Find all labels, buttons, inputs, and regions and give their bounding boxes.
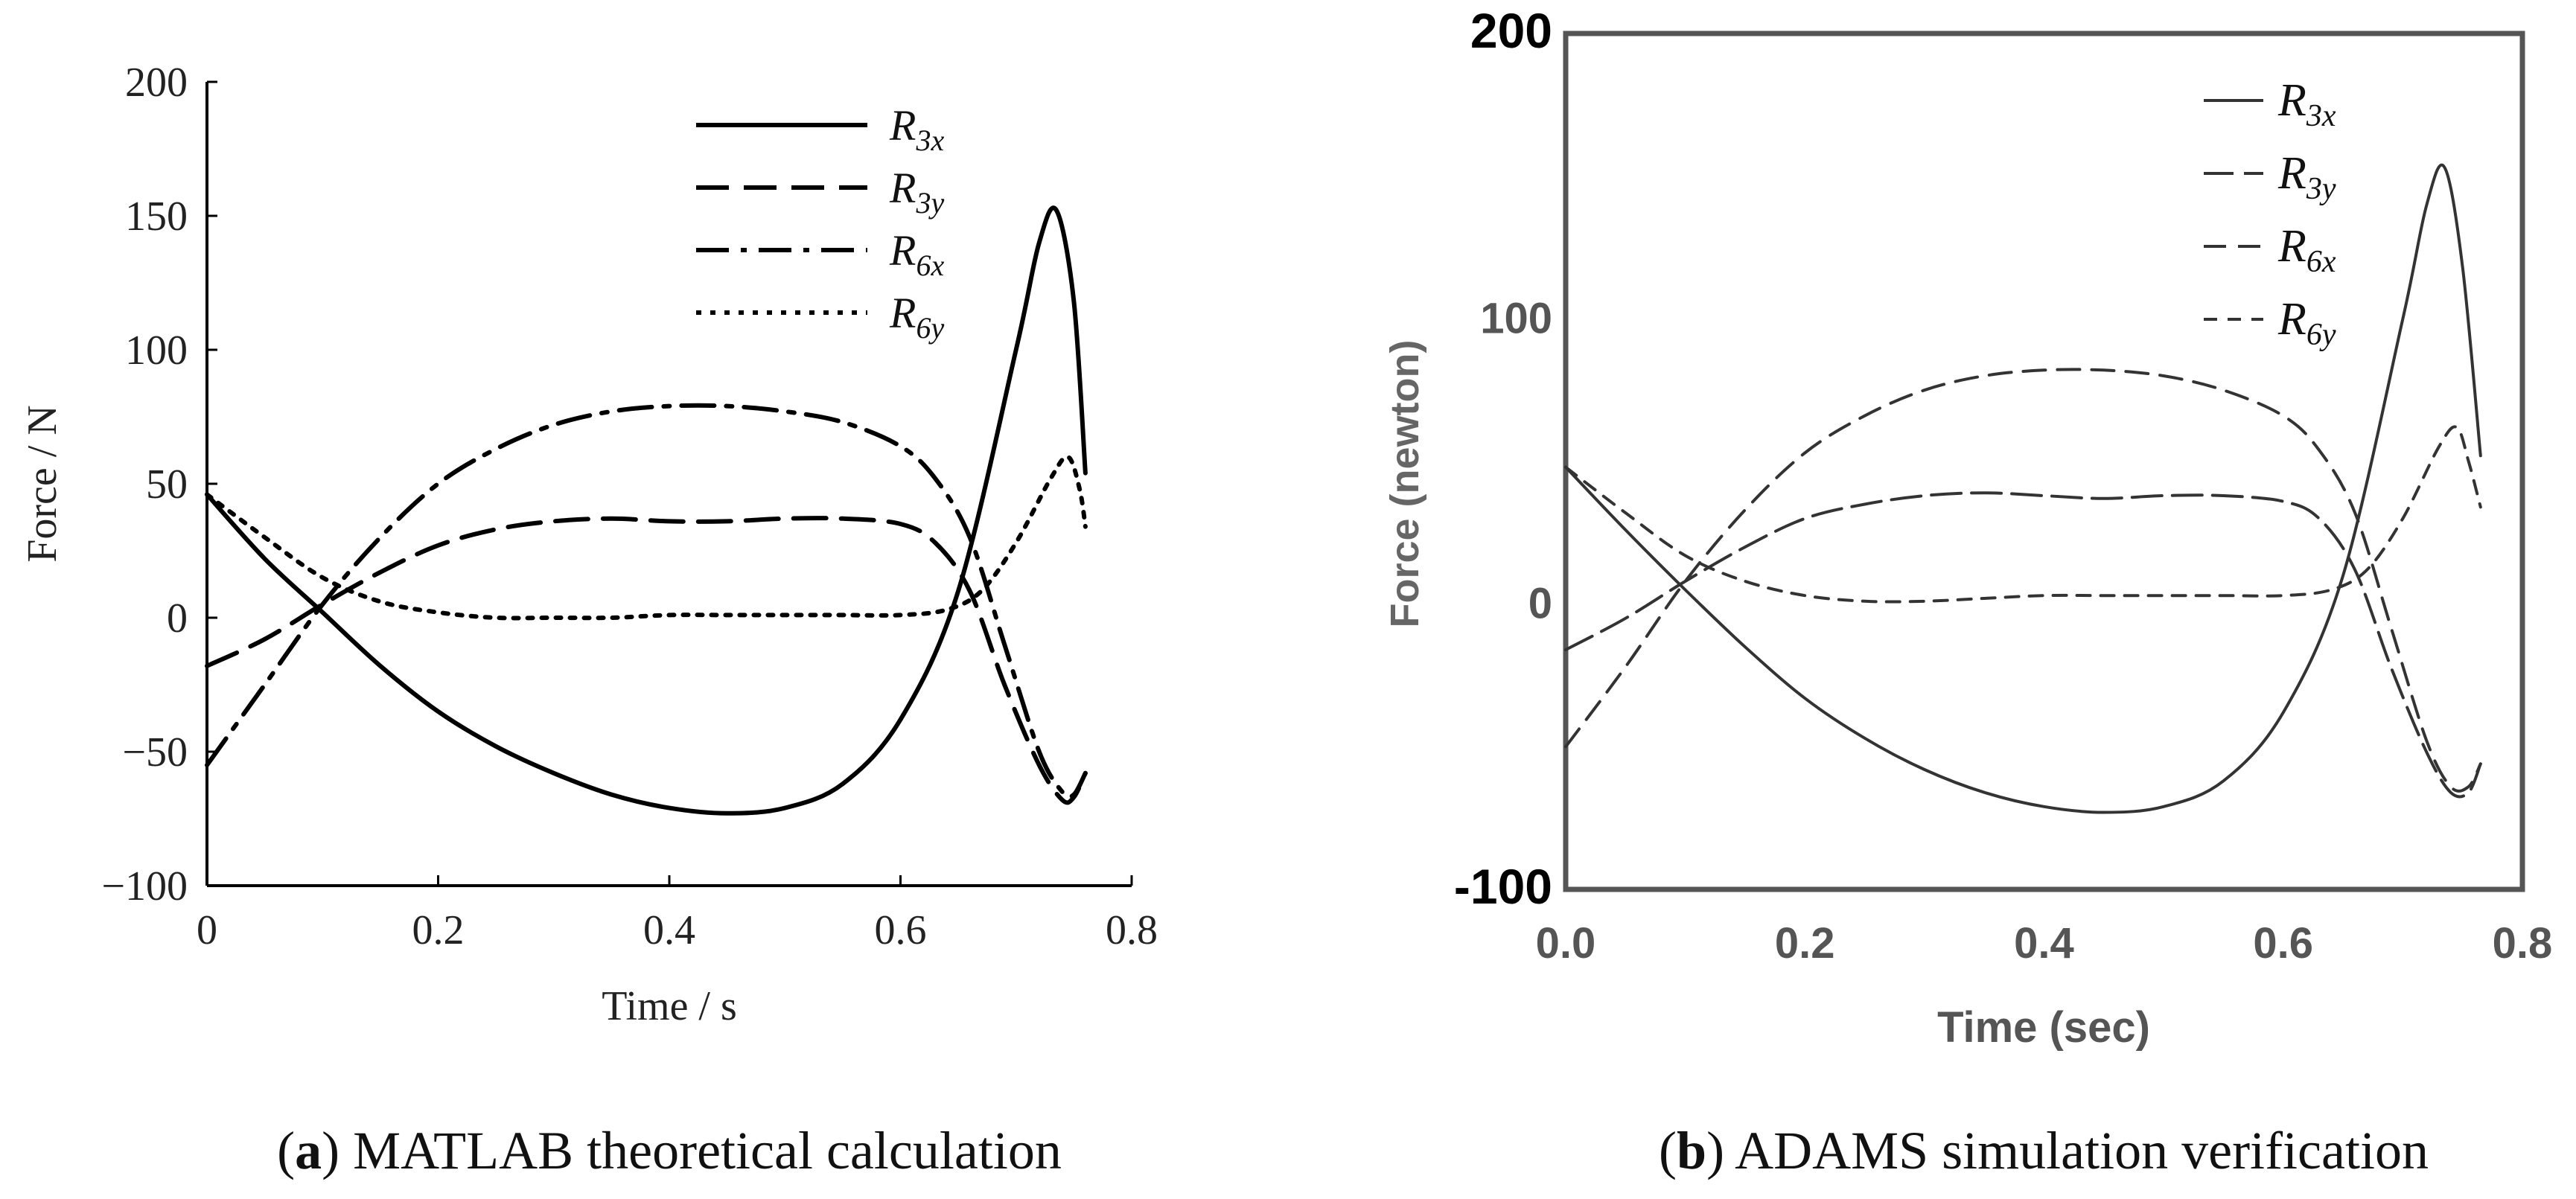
panel-a-series-r6x-line <box>205 403 1088 799</box>
panel-b-series-r3y-line <box>1564 491 2482 799</box>
panel-a-y-tick-label: 50 <box>146 461 188 508</box>
panel-a-x-tick-label: 0.8 <box>1106 907 1158 953</box>
panel-a-y-tick-label: 100 <box>125 327 188 374</box>
panel-b-y-tick-label: -100 <box>1454 859 1552 914</box>
panel-a-legend-label-r3y: R3y <box>889 164 944 220</box>
panel-a-x-tick-label: 0.4 <box>643 907 695 953</box>
panel-b-x-tick-label: 0.6 <box>2253 919 2313 968</box>
panel-b-caption: (b) ADAMS simulation verification <box>1659 1121 2429 1180</box>
panel-b-legend-label-r3x: R3x <box>2277 75 2336 133</box>
panel-b-x-tick-label: 0.8 <box>2493 919 2553 968</box>
panel-a-x-tick-label: 0.2 <box>412 907 465 953</box>
panel-b-legend-label-r6y: R6y <box>2277 294 2336 352</box>
panel-b-y-tick-label: 0 <box>1528 580 1552 628</box>
panel-a-series-r3x-line <box>205 205 1088 816</box>
panel-b-caption-letter: b <box>1677 1121 1706 1180</box>
panel-a-ticks: 0 0.2 0.4 0.6 0.8 −100 −50 0 50 100 150 200 <box>101 60 1158 953</box>
panel-a-caption: (a) MATLAB theoretical calculation <box>277 1121 1062 1180</box>
panel-b-plot-frame <box>1563 31 2525 892</box>
panel-b-series-r3x-line <box>1564 163 2482 814</box>
panel-a-caption-text: MATLAB theoretical calculation <box>353 1121 1062 1180</box>
panel-b-caption-text: ADAMS simulation verification <box>1735 1121 2429 1180</box>
panel-a-legend-label-r6y: R6y <box>889 289 944 345</box>
panel-a-legend-label-r3x: R3x <box>889 101 944 157</box>
panel-b-y-tick-label: 200 <box>1470 3 1552 58</box>
panel-a-x-tick-label: 0 <box>197 907 217 953</box>
panel-b-legend-label-r6x: R6x <box>2277 221 2336 279</box>
panel-b-series-r6x-line <box>1564 368 2482 793</box>
panel-b-y-tick-label: 100 <box>1480 294 1552 342</box>
panel-b-x-tick-label: 0.2 <box>1775 919 1835 968</box>
panel-b-x-tick-label: 0.0 <box>1536 919 1596 968</box>
panel-a-y-tick-label: 200 <box>125 60 188 106</box>
panel-a-x-tick-label: 0.6 <box>875 907 927 953</box>
panel-b-ticks: 0.0 0.2 0.4 0.6 0.8 -100 0 100 200 <box>1454 3 2552 968</box>
panel-a-y-tick-label: −100 <box>101 863 188 909</box>
panel-a-x-axis-label: Time / s <box>602 983 737 1029</box>
panel-a-y-tick-label: −50 <box>122 729 188 776</box>
panel-b-legend: R3x R3y R6x R6y <box>2204 75 2336 352</box>
panel-a-series-r3y-line <box>205 516 1088 805</box>
panel-a-series-r6y-line <box>205 454 1088 621</box>
panel-a-y-tick-label: 0 <box>167 595 188 642</box>
panel-a-legend-label-r6x: R6x <box>889 226 944 282</box>
panel-a-matlab-chart: 0 0.2 0.4 0.6 0.8 −100 −50 0 50 100 150 200 Time / … <box>19 60 1158 1180</box>
panel-b-legend-label-r3y: R3y <box>2277 148 2336 206</box>
panel-a-legend: R3x R3y R6x R6y <box>696 101 944 345</box>
panel-b-series-r6y-line <box>1564 425 2482 604</box>
panel-a-plot-area <box>205 205 1088 816</box>
panel-a-caption-letter: a <box>295 1121 322 1180</box>
panel-a-y-axis-label: Force / N <box>19 405 66 563</box>
panel-a-y-tick-label: 150 <box>125 194 188 240</box>
panel-b-x-axis-label: Time (sec) <box>1937 1003 2150 1052</box>
panel-b-y-axis-label: Force (newton) <box>1383 340 1427 628</box>
panel-b-plot-area <box>1564 163 2482 814</box>
panel-b-x-tick-label: 0.4 <box>2014 919 2074 968</box>
panel-b-adams-chart: 0.0 0.2 0.4 0.6 0.8 -100 0 100 200 Time (sec) Fo… <box>1383 3 2552 1180</box>
